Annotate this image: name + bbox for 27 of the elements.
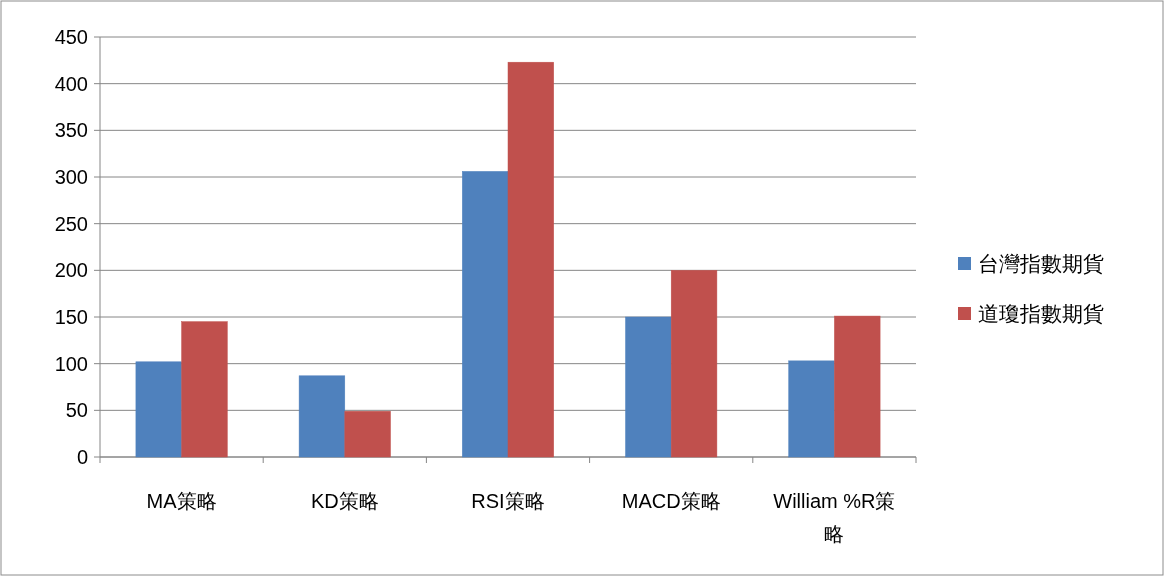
y-tick-label: 0 — [76, 446, 88, 468]
legend-label: 台灣指數期貨 — [978, 252, 1104, 275]
y-tick-label: 450 — [54, 26, 88, 48]
y-tick-label: 350 — [54, 119, 88, 142]
bar — [670, 270, 718, 458]
bar — [344, 411, 391, 458]
x-tick-label: William %R策略 — [773, 490, 896, 545]
bar — [135, 361, 182, 458]
x-tick-label: RSI策略 — [471, 490, 545, 512]
y-tick-label: 100 — [54, 352, 88, 375]
y-tick-label: 400 — [54, 72, 88, 95]
y-tick-label: 200 — [54, 259, 88, 282]
x-tick-label: MA策略 — [146, 490, 217, 512]
bar — [181, 321, 228, 458]
y-tick-label: 50 — [65, 399, 88, 422]
y-tick-label: 250 — [54, 212, 88, 235]
legend-label: 道瓊指數期貨 — [978, 302, 1104, 325]
bar — [462, 171, 509, 458]
y-tick-label: 300 — [54, 166, 88, 188]
bar — [788, 360, 835, 458]
x-tick-label: KD策略 — [310, 490, 379, 512]
x-tick-label: MACD策略 — [621, 490, 721, 512]
y-tick-label: 150 — [54, 306, 88, 328]
bar — [834, 315, 881, 458]
bar — [298, 375, 346, 458]
bar — [507, 61, 554, 458]
bar — [625, 316, 672, 458]
